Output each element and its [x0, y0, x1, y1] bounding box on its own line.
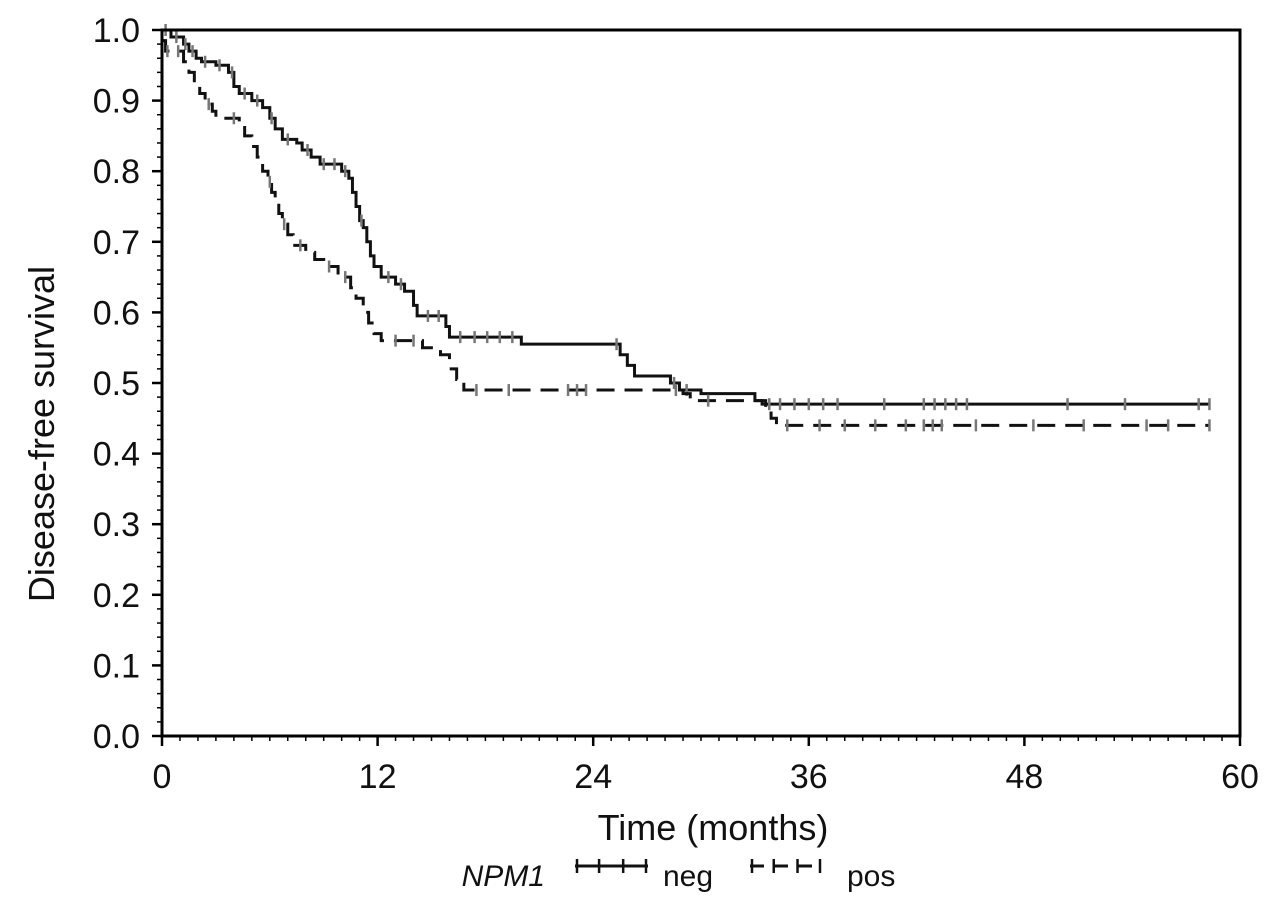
x-tick-label: 60: [1221, 758, 1259, 796]
series-line-neg: [162, 28, 1210, 406]
x-tick-label: 36: [790, 758, 828, 796]
y-axis-title: Disease-free survival: [21, 266, 62, 602]
y-tick-label: 0.6: [93, 294, 140, 332]
plot-frame: [160, 28, 1242, 738]
legend: NPM1 neg pos: [462, 859, 895, 893]
legend-neg-swatch: [575, 859, 648, 873]
x-tick-labels: 0 12 24 36 48 60: [153, 758, 1259, 796]
y-tick-label: 0.7: [93, 224, 140, 262]
series-line-pos: [162, 39, 1210, 427]
y-tick-label: 0.5: [93, 365, 140, 403]
legend-title: NPM1: [462, 860, 545, 893]
x-tick-label: 12: [359, 758, 397, 796]
y-tick-label: 0.3: [93, 506, 140, 544]
series-neg: [162, 24, 1211, 411]
x-tick-label: 0: [153, 758, 172, 796]
y-tick-label: 0.9: [93, 83, 140, 121]
legend-pos-label: pos: [847, 860, 895, 893]
y-tick-label: 0.2: [93, 577, 140, 615]
series-pos: [162, 39, 1211, 432]
y-tick-label: 0.0: [93, 718, 140, 756]
y-tick-label: 0.8: [93, 153, 140, 191]
y-tick-label: 0.4: [93, 436, 140, 474]
y-tick-label: 0.1: [93, 647, 140, 685]
y-tick-labels: 0.0 0.1 0.2 0.3 0.4 0.5 0.6 0.7 0.8 0.9 1.0: [93, 12, 140, 756]
x-axis-title: Time (months): [598, 807, 829, 848]
x-tick-label: 48: [1005, 758, 1043, 796]
plot-series: [162, 24, 1211, 432]
legend-neg-label: neg: [663, 860, 713, 893]
legend-pos-swatch: [750, 859, 822, 873]
x-tick-label: 24: [574, 758, 612, 796]
axis-ticks: [152, 28, 1242, 746]
y-tick-label: 1.0: [93, 12, 140, 50]
